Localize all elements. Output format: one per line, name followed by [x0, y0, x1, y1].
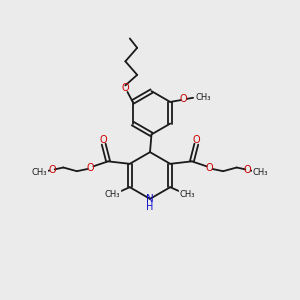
Text: O: O [122, 83, 129, 93]
Text: O: O [206, 163, 213, 172]
Text: O: O [244, 165, 251, 175]
Text: N: N [146, 194, 154, 204]
Text: CH₃: CH₃ [32, 168, 47, 177]
Text: CH₃: CH₃ [196, 93, 211, 102]
Text: CH₃: CH₃ [180, 190, 195, 199]
Text: CH₃: CH₃ [253, 168, 268, 177]
Text: H: H [146, 202, 154, 212]
Text: O: O [87, 163, 94, 172]
Text: O: O [49, 165, 56, 175]
Text: O: O [193, 135, 200, 145]
Text: O: O [100, 135, 107, 145]
Text: CH₃: CH₃ [105, 190, 120, 199]
Text: O: O [180, 94, 188, 104]
